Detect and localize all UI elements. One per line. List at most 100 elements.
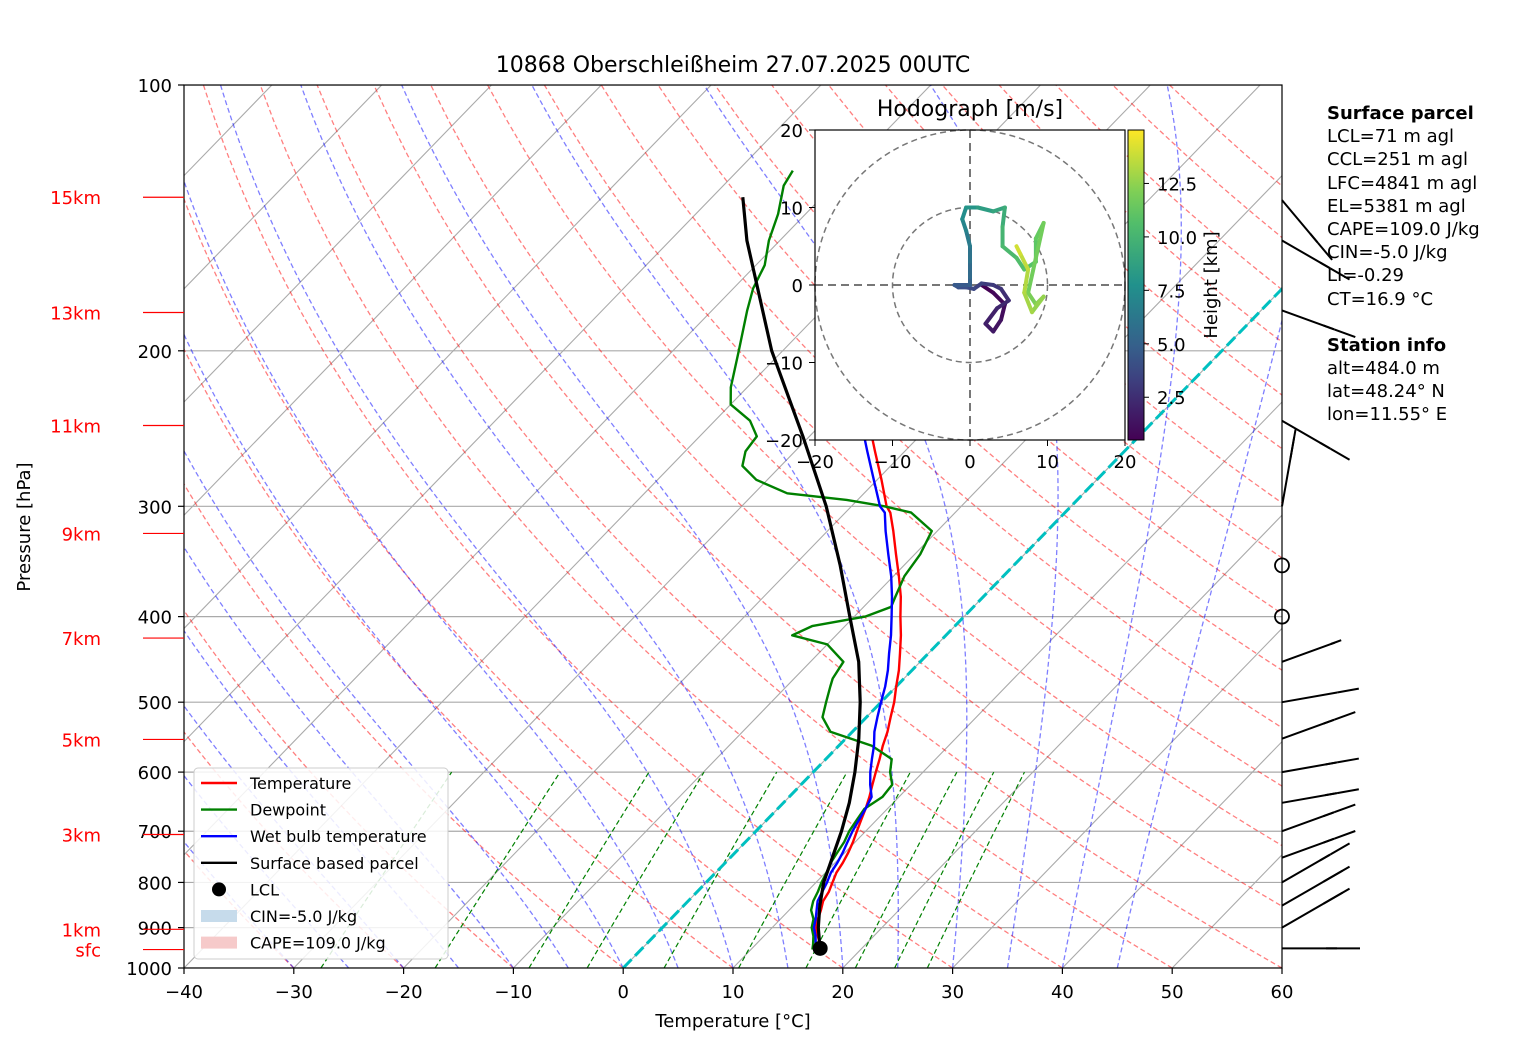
wind-barb-staff	[1281, 691, 1338, 704]
height-label: 3km	[62, 825, 101, 846]
y-tick-label: 400	[138, 608, 172, 629]
hodograph-segment	[1014, 255, 1027, 272]
legend-label: Surface based parcel	[250, 854, 419, 873]
wind-barb-flag	[1329, 842, 1351, 856]
dry-adiabat	[316, 85, 1173, 968]
hodograph-y-tick-label: 10	[780, 199, 803, 220]
legend-box	[193, 767, 449, 960]
isotherm	[184, 85, 383, 290]
legend-swatch	[212, 882, 226, 897]
legend-label: CAPE=109.0 J/kg	[250, 934, 386, 953]
hodograph: Hodograph [m/s] −20 −10 0 10 20 20 10 0 −10 −20 2.5…	[765, 97, 1222, 473]
moist-adiabat	[401, 85, 844, 968]
isotherm	[184, 85, 822, 743]
colorbar-tick-label: 5.0	[1157, 335, 1186, 356]
moist-adiabat	[184, 179, 679, 968]
hodograph-y-tick-label: 0	[792, 276, 803, 297]
wind-barbs	[1274, 85, 1360, 968]
legend-label: Dewpoint	[250, 801, 326, 820]
x-tick-label: 60	[1271, 982, 1294, 1003]
wind-barb-flag	[1323, 869, 1344, 883]
height-label: 7km	[62, 629, 101, 650]
mixing-ratio-line	[434, 771, 561, 968]
moist-adiabat	[184, 546, 514, 968]
hodograph-segment	[1000, 205, 1007, 229]
hodograph-x-tick-label: 0	[964, 452, 975, 473]
wind-barb-flag	[1336, 757, 1359, 764]
x-tick-label: 30	[941, 982, 964, 1003]
y-tick-label: 500	[138, 693, 172, 714]
x-tick-label: −10	[494, 982, 532, 1003]
x-tick-label: −40	[165, 982, 203, 1003]
moist-adiabat	[1116, 317, 1282, 968]
moist-adiabat	[184, 449, 569, 968]
hodograph-segment	[960, 217, 969, 233]
height-label: 5km	[62, 730, 101, 751]
height-label: 9km	[62, 524, 101, 545]
parcel-ct: CT=16.9 °C	[1327, 288, 1434, 310]
mixing-ratio-line	[894, 771, 995, 968]
x-tick-label: −20	[385, 982, 423, 1003]
parcel-cin: CIN=-5.0 J/kg	[1327, 242, 1448, 264]
y-axis-label: Pressure [hPa]	[14, 462, 35, 591]
mixing-ratio-line	[854, 771, 958, 968]
wind-barb-flag	[1334, 803, 1356, 814]
dry-adiabat	[202, 85, 953, 968]
moist-adiabat	[184, 332, 624, 968]
wind-barb-flag	[1329, 447, 1351, 461]
dry-adiabat	[430, 85, 1282, 907]
colorbar-tick-label: 12.5	[1157, 174, 1197, 195]
wind-barb-flag	[1334, 830, 1356, 840]
hodograph-segment	[960, 205, 969, 222]
y-tick-label: 1000	[126, 959, 172, 980]
station-alt: alt=484.0 m	[1327, 358, 1440, 380]
isotherm	[1062, 740, 1282, 968]
x-tick-label: 0	[617, 982, 628, 1003]
height-label: 15km	[50, 188, 101, 209]
x-axis-label: Temperature [°C]	[654, 1011, 810, 1032]
isotherm	[513, 174, 1282, 968]
mixing-ratio-line	[805, 771, 911, 968]
hodograph-title: Hodograph [m/s]	[877, 97, 1063, 122]
hodograph-segment	[1014, 244, 1023, 256]
wind-barb-flag	[1289, 437, 1296, 460]
hodograph-segment	[991, 317, 1003, 334]
height-label: 13km	[50, 304, 101, 325]
hodograph-y-tick-label: −10	[765, 354, 803, 375]
moist-adiabat	[219, 85, 734, 968]
hodograph-y-tick-label: 20	[780, 121, 803, 142]
moist-adiabat	[300, 85, 789, 968]
mixing-ratio-line	[663, 771, 778, 968]
mixing-ratio-line	[528, 771, 650, 968]
mixing-ratio-line	[738, 771, 848, 968]
hodograph-segment	[964, 228, 972, 249]
dry-adiabat	[373, 85, 1282, 968]
legend-swatch	[201, 936, 237, 949]
legend-label: CIN=-5.0 J/kg	[250, 907, 357, 926]
axes: −40 −30 −20 −10 0 10 20 30 40 50 60100200300400500…	[126, 76, 1293, 1003]
x-tick-label: 50	[1161, 982, 1184, 1003]
height-label: 1km	[62, 920, 101, 941]
height-label: sfc	[75, 941, 101, 962]
legend-swatch	[201, 910, 237, 922]
wind-barb-half-flag	[1323, 837, 1335, 844]
wind-barb-staff	[1281, 450, 1293, 507]
legend: Temperature Dewpoint Wet bulb temperature S…	[193, 767, 449, 960]
dry-adiabat	[259, 85, 1063, 968]
lcl-marker	[812, 940, 828, 956]
wind-barb-half-flag	[1323, 324, 1335, 331]
hodograph-segment	[999, 286, 1011, 303]
dry-adiabat	[884, 85, 1282, 450]
legend-label: Wet bulb temperature	[250, 827, 427, 846]
y-tick-label: 300	[138, 497, 172, 518]
y-tick-label: 700	[138, 822, 172, 843]
station-lon: lon=11.55° E	[1327, 404, 1448, 426]
calm-wind-circle	[1274, 557, 1290, 574]
y-tick-label: 100	[138, 76, 172, 97]
surface-based-parcel-line	[741, 197, 862, 950]
wind-barb-half-flag	[1309, 233, 1319, 243]
x-tick-label: 40	[1051, 982, 1074, 1003]
dry-adiabat	[184, 197, 844, 968]
dry-adiabat	[828, 85, 1282, 504]
